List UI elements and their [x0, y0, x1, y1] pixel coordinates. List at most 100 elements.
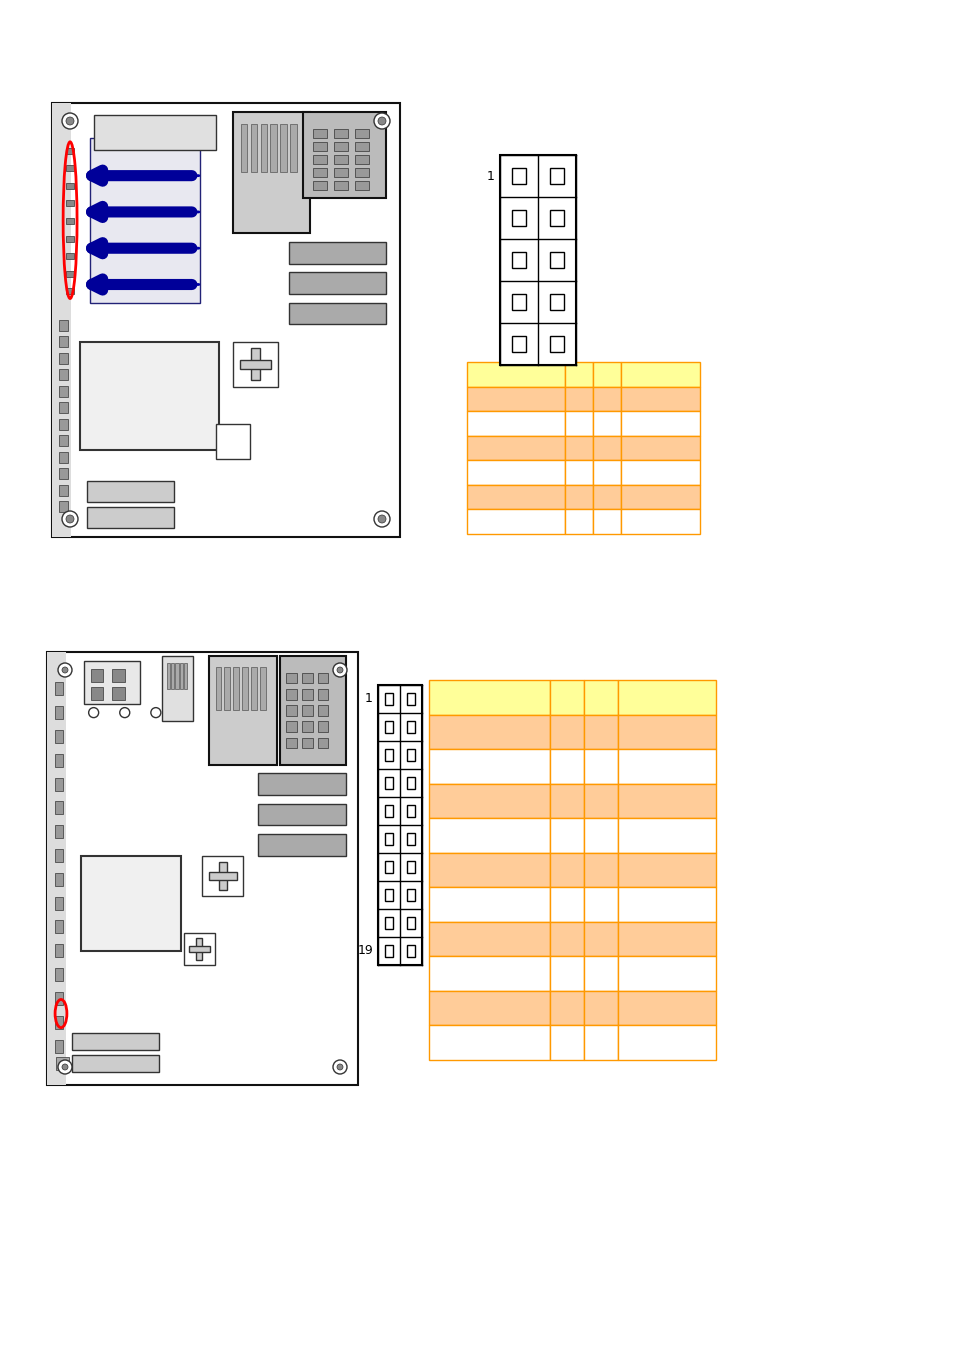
Bar: [91, 687, 103, 699]
Bar: [233, 112, 309, 234]
Bar: [260, 124, 267, 173]
Bar: [59, 418, 68, 429]
Bar: [59, 468, 68, 479]
Bar: [592, 509, 620, 535]
Bar: [59, 452, 68, 463]
Bar: [334, 169, 348, 177]
Bar: [59, 386, 68, 397]
Bar: [618, 749, 716, 783]
Bar: [171, 663, 174, 688]
Bar: [66, 217, 73, 224]
Bar: [592, 485, 620, 509]
Bar: [286, 737, 297, 748]
Bar: [66, 201, 73, 207]
Bar: [406, 861, 415, 872]
Bar: [54, 706, 63, 720]
Bar: [467, 509, 564, 535]
Bar: [251, 348, 260, 381]
Bar: [549, 818, 583, 853]
Bar: [239, 360, 272, 369]
Bar: [54, 968, 63, 981]
Bar: [93, 115, 215, 150]
Circle shape: [120, 707, 130, 718]
Bar: [564, 386, 592, 412]
Bar: [66, 184, 73, 189]
Bar: [317, 688, 328, 699]
Bar: [54, 944, 63, 957]
Bar: [384, 945, 393, 957]
Bar: [384, 778, 393, 788]
Bar: [384, 694, 393, 705]
Bar: [549, 853, 583, 887]
Bar: [429, 680, 549, 714]
Bar: [618, 853, 716, 887]
Bar: [618, 680, 716, 714]
Bar: [167, 663, 170, 688]
Bar: [71, 1054, 159, 1072]
Circle shape: [58, 663, 71, 676]
Bar: [54, 896, 63, 910]
Circle shape: [336, 1064, 343, 1071]
Bar: [620, 436, 700, 460]
Bar: [54, 753, 63, 767]
Bar: [620, 485, 700, 509]
Bar: [583, 714, 618, 749]
Bar: [549, 714, 583, 749]
Bar: [355, 155, 368, 163]
Bar: [302, 705, 313, 716]
Bar: [549, 167, 563, 185]
Bar: [592, 412, 620, 436]
Bar: [189, 946, 210, 952]
Bar: [286, 672, 297, 683]
Bar: [564, 362, 592, 386]
Bar: [467, 362, 564, 386]
Bar: [429, 991, 549, 1026]
Bar: [549, 887, 583, 922]
Bar: [620, 509, 700, 535]
Bar: [54, 825, 63, 838]
Bar: [47, 652, 357, 1085]
Bar: [618, 991, 716, 1026]
Bar: [564, 460, 592, 485]
Circle shape: [333, 1060, 347, 1075]
Bar: [54, 730, 63, 742]
Bar: [59, 501, 68, 512]
Bar: [334, 181, 348, 190]
Bar: [242, 667, 248, 710]
Bar: [91, 138, 200, 302]
Bar: [302, 112, 386, 198]
Circle shape: [62, 667, 68, 674]
Bar: [564, 436, 592, 460]
Circle shape: [62, 113, 78, 130]
Bar: [406, 833, 415, 845]
Bar: [564, 509, 592, 535]
Bar: [209, 872, 236, 880]
Bar: [355, 169, 368, 177]
Bar: [224, 667, 230, 710]
Bar: [467, 386, 564, 412]
Circle shape: [377, 117, 386, 126]
Text: 1: 1: [487, 170, 495, 182]
Bar: [84, 660, 140, 703]
Bar: [429, 783, 549, 818]
Circle shape: [374, 512, 390, 526]
Bar: [184, 663, 187, 688]
Bar: [384, 861, 393, 872]
Bar: [429, 714, 549, 749]
Bar: [592, 386, 620, 412]
Bar: [289, 302, 386, 324]
Bar: [583, 783, 618, 818]
Bar: [317, 737, 328, 748]
Bar: [355, 130, 368, 138]
Bar: [313, 130, 327, 138]
Bar: [406, 890, 415, 900]
Bar: [47, 652, 66, 1085]
Bar: [620, 386, 700, 412]
Bar: [467, 412, 564, 436]
Bar: [429, 1026, 549, 1060]
Bar: [258, 834, 345, 856]
Bar: [406, 721, 415, 733]
Bar: [618, 922, 716, 956]
Bar: [258, 774, 345, 795]
Bar: [583, 749, 618, 783]
